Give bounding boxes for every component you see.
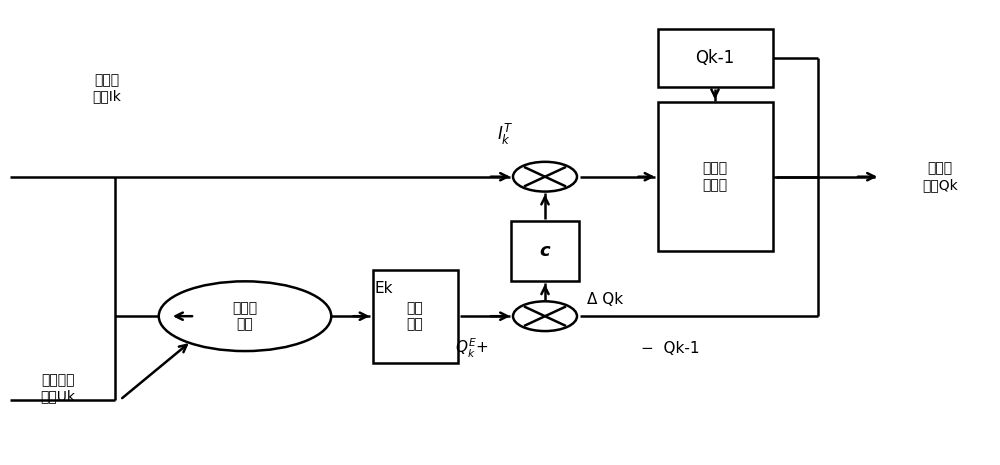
- Bar: [511, 221, 579, 281]
- Ellipse shape: [159, 281, 331, 351]
- Text: Δ Qk: Δ Qk: [587, 292, 623, 307]
- Bar: [658, 29, 772, 87]
- Text: 蓄电池
模型: 蓄电池 模型: [232, 301, 258, 331]
- Text: 充放电
电流Ik: 充放电 电流Ik: [93, 73, 121, 103]
- Bar: [658, 102, 772, 251]
- Text: c: c: [540, 242, 550, 260]
- Text: Ek: Ek: [375, 281, 393, 296]
- Circle shape: [513, 301, 577, 331]
- Text: $I_k^T$: $I_k^T$: [497, 122, 513, 147]
- Text: 电量积
分运算: 电量积 分运算: [702, 162, 728, 192]
- Circle shape: [513, 162, 577, 192]
- Text: Qk-1: Qk-1: [695, 49, 735, 67]
- Text: −  Qk-1: − Qk-1: [641, 341, 699, 356]
- Text: 电量
计算: 电量 计算: [407, 301, 423, 331]
- Bar: [372, 270, 458, 363]
- Text: 蓄电池
容量Qk: 蓄电池 容量Qk: [922, 162, 958, 192]
- Text: $Q_k^E$+: $Q_k^E$+: [455, 337, 489, 360]
- Text: 蓄电池组
电压Uk: 蓄电池组 电压Uk: [40, 373, 76, 403]
